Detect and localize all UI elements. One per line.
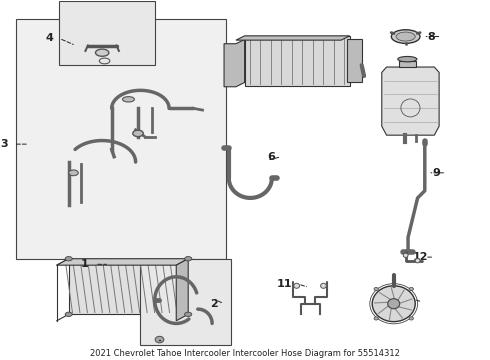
Ellipse shape (409, 287, 414, 291)
Ellipse shape (396, 32, 415, 41)
Text: 7: 7 (428, 91, 435, 101)
Ellipse shape (155, 336, 164, 343)
Bar (141, 259, 231, 345)
Ellipse shape (398, 57, 417, 62)
Text: 12: 12 (413, 252, 428, 262)
Text: 4: 4 (45, 33, 53, 43)
Ellipse shape (372, 286, 415, 321)
Text: 1: 1 (81, 259, 89, 269)
Ellipse shape (415, 258, 420, 263)
Polygon shape (69, 259, 188, 314)
Polygon shape (57, 259, 188, 265)
Ellipse shape (374, 287, 378, 291)
Ellipse shape (185, 257, 192, 261)
Ellipse shape (185, 312, 192, 316)
Ellipse shape (409, 317, 414, 320)
Text: 11: 11 (276, 279, 292, 289)
Text: 3: 3 (0, 139, 7, 149)
Ellipse shape (374, 317, 378, 320)
Bar (16, 19, 226, 259)
Ellipse shape (403, 253, 408, 257)
Bar (347, 40, 362, 82)
Ellipse shape (388, 299, 400, 309)
Polygon shape (382, 67, 439, 135)
Text: 8: 8 (428, 32, 435, 41)
Ellipse shape (320, 283, 326, 288)
Text: 5: 5 (322, 67, 330, 77)
Text: 2021 Chevrolet Tahoe Intercooler Intercooler Hose Diagram for 55514312: 2021 Chevrolet Tahoe Intercooler Interco… (90, 349, 400, 358)
Ellipse shape (133, 130, 143, 136)
Polygon shape (176, 259, 188, 321)
Ellipse shape (294, 283, 299, 288)
Text: 6: 6 (268, 152, 275, 162)
Text: 9: 9 (432, 168, 440, 178)
Ellipse shape (65, 312, 73, 316)
Polygon shape (224, 40, 245, 87)
Polygon shape (236, 36, 350, 40)
Ellipse shape (96, 49, 109, 56)
Bar (399, 60, 416, 67)
Ellipse shape (392, 30, 420, 43)
Ellipse shape (65, 257, 73, 261)
Ellipse shape (122, 96, 134, 102)
Text: 10: 10 (401, 297, 416, 307)
Polygon shape (245, 36, 350, 86)
Ellipse shape (69, 170, 78, 176)
Text: 2: 2 (210, 299, 218, 309)
Bar (59, 1, 155, 65)
